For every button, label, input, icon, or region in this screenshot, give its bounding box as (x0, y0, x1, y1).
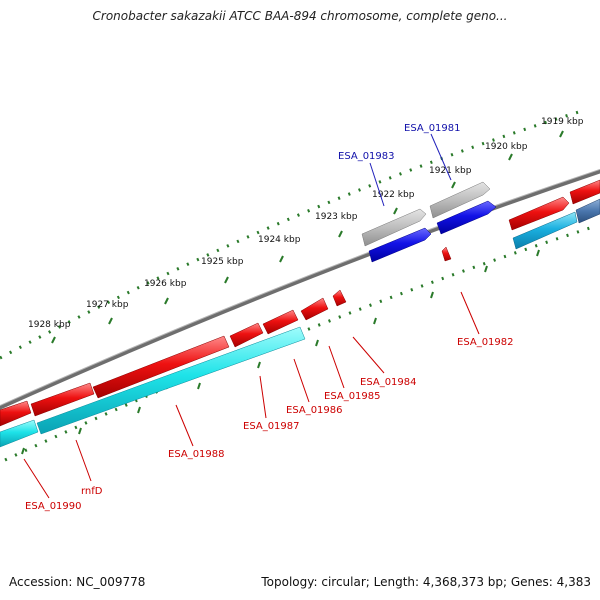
scale-label-1919: 1919 kbp (541, 117, 584, 127)
gene-labels-bottom: ESA_01982 ESA_01984 ESA_01985 ESA_01986 … (25, 337, 514, 512)
gene-esa-01981-gray[interactable] (429, 181, 491, 219)
gene-esa-01988[interactable] (92, 335, 230, 399)
leader-lines-top (369, 133, 452, 207)
scale-label-1927: 1927 kbp (86, 300, 129, 310)
gene-esa-01984[interactable] (332, 289, 347, 307)
gene-esa-01990[interactable] (0, 400, 32, 427)
gene-esa-01985[interactable] (300, 297, 329, 321)
gene-labels-top: ESA_01981 ESA_01983 (338, 123, 461, 162)
gene-red-upper-right-1[interactable] (508, 196, 570, 231)
label-esa-01985: ESA_01985 (324, 391, 381, 402)
leader-lines-bottom (23, 291, 480, 499)
gene-esa-01983-gray[interactable] (361, 208, 427, 247)
scale-label-1921: 1921 kbp (429, 166, 472, 176)
scale-labels: 1919 kbp 1920 kbp 1921 kbp 1922 kbp 1923… (28, 117, 584, 330)
topology-summary-text: Topology: circular; Length: 4,368,373 bp… (261, 575, 591, 589)
cyan-band-main[interactable] (36, 326, 306, 435)
scale-label-1920: 1920 kbp (485, 142, 528, 152)
label-esa-01987: ESA_01987 (243, 421, 300, 432)
label-rnfd: rnfD (81, 486, 103, 497)
label-esa-01990: ESA_01990 (25, 501, 82, 512)
scale-label-1925: 1925 kbp (201, 257, 244, 267)
gene-esa-01986[interactable] (262, 309, 299, 335)
label-esa-01988: ESA_01988 (168, 449, 225, 460)
label-esa-01984: ESA_01984 (360, 377, 417, 388)
label-esa-01981: ESA_01981 (404, 123, 461, 134)
gene-cyan-upper-right[interactable] (512, 211, 578, 250)
gene-esa-01983[interactable] (368, 227, 432, 263)
scale-label-1922: 1922 kbp (372, 190, 415, 200)
cyan-band-left[interactable] (0, 419, 39, 448)
label-esa-01983: ESA_01983 (338, 151, 395, 162)
gene-red-upper-right-2[interactable] (569, 179, 600, 205)
gene-esa-01987[interactable] (229, 322, 264, 348)
gene-esa-01981[interactable] (436, 200, 497, 235)
scale-label-1928: 1928 kbp (28, 320, 71, 330)
scale-label-1923: 1923 kbp (315, 212, 358, 222)
gene-esa-01982[interactable] (441, 246, 452, 262)
scale-label-1924: 1924 kbp (258, 235, 301, 245)
label-esa-01986: ESA_01986 (286, 405, 343, 416)
label-esa-01982: ESA_01982 (457, 337, 514, 348)
accession-text: Accession: NC_009778 (9, 575, 146, 589)
gene-rnfd[interactable] (30, 382, 95, 417)
genome-backbone (0, 168, 600, 410)
gene-steel-upper-right[interactable] (575, 198, 600, 224)
map-title: Cronobacter sakazakii ATCC BAA-894 chrom… (92, 9, 508, 23)
major-ticks-outer (51, 130, 564, 344)
scale-ring-outer (0, 108, 586, 360)
scale-label-1926: 1926 kbp (144, 279, 187, 289)
major-ticks-inner (21, 249, 540, 455)
